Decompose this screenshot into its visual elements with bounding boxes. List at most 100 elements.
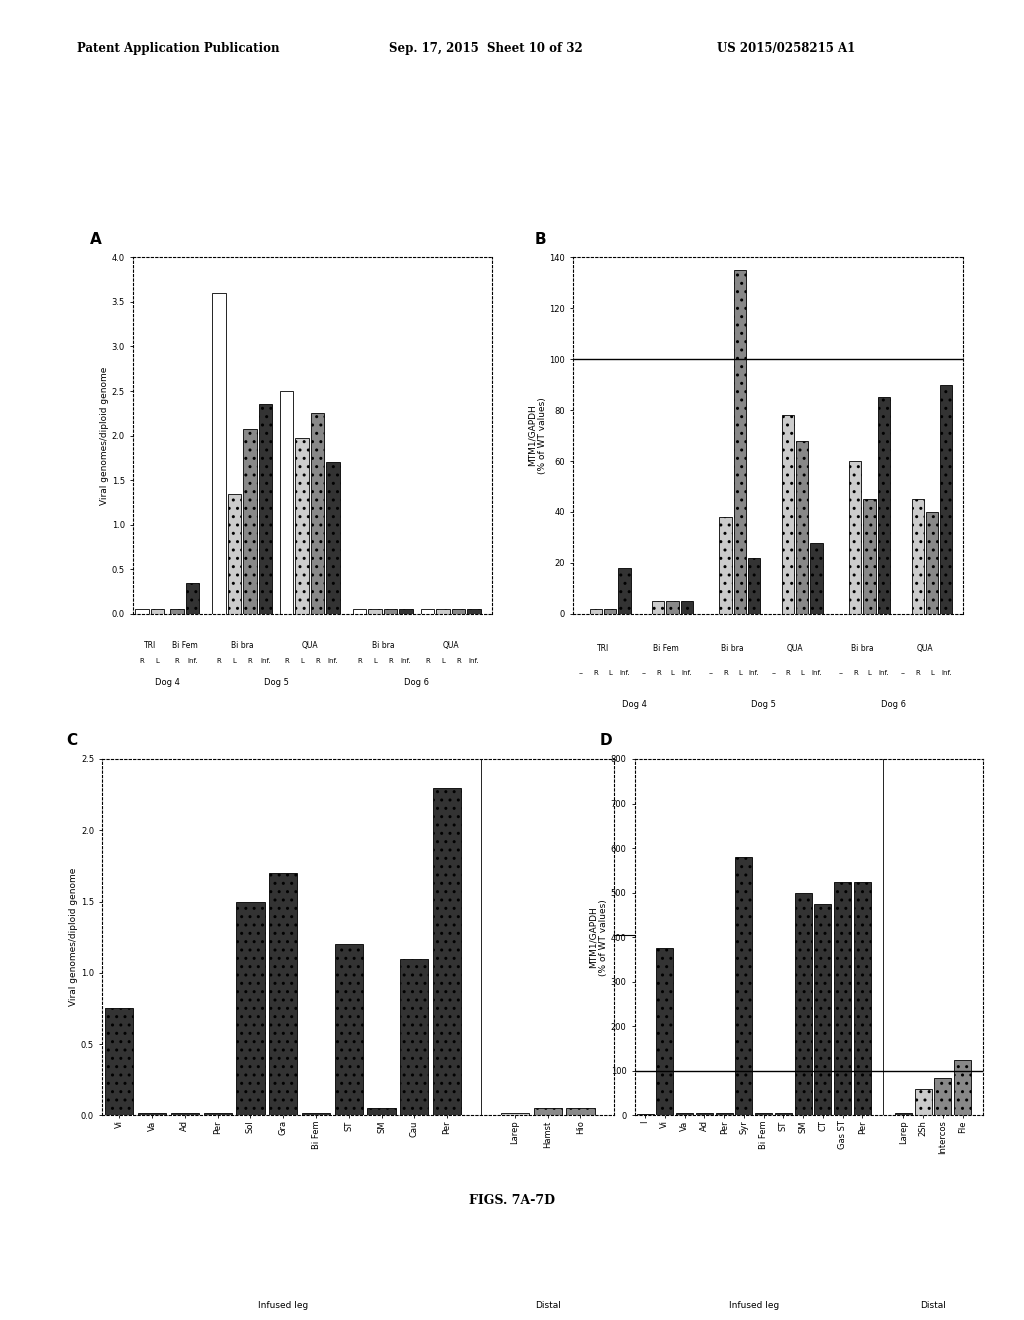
Bar [170, 610, 183, 614]
Bar [335, 944, 362, 1115]
Bar [237, 902, 264, 1115]
Text: Inf.: Inf. [187, 659, 198, 664]
Text: D: D [600, 734, 612, 748]
Y-axis label: MTM1/GAPDH
(% of WT values): MTM1/GAPDH (% of WT values) [589, 899, 608, 975]
Text: --: -- [709, 669, 714, 676]
Bar [433, 788, 461, 1115]
Text: L: L [441, 659, 444, 664]
Bar [854, 882, 871, 1115]
Bar [327, 462, 340, 614]
Bar [280, 391, 293, 614]
Text: Bi bra: Bi bra [851, 644, 873, 653]
Bar [656, 948, 674, 1115]
Text: B: B [535, 232, 546, 247]
Text: C: C [67, 734, 78, 748]
Bar [734, 271, 746, 614]
Text: QUA: QUA [916, 644, 933, 653]
Text: Infused leg: Infused leg [258, 1300, 308, 1309]
Text: Inf.: Inf. [400, 659, 412, 664]
Bar [720, 517, 732, 614]
Text: QUA: QUA [442, 640, 459, 649]
Text: L: L [738, 669, 741, 676]
Text: Dog 5: Dog 5 [263, 678, 289, 686]
Bar [934, 1077, 951, 1115]
Bar [227, 494, 241, 614]
Text: L: L [156, 659, 160, 664]
Bar [863, 499, 876, 614]
Bar [775, 1113, 792, 1115]
Text: R: R [248, 659, 252, 664]
Text: R: R [357, 659, 361, 664]
Text: --: -- [771, 669, 776, 676]
Bar [467, 610, 480, 614]
Bar [212, 293, 225, 614]
Text: L: L [671, 669, 675, 676]
Bar [954, 1060, 971, 1115]
Text: L: L [232, 659, 237, 664]
Text: Distal: Distal [920, 1300, 946, 1309]
Text: Inf.: Inf. [469, 659, 479, 664]
Text: R: R [425, 659, 430, 664]
Text: --: -- [641, 669, 646, 676]
Text: Bi bra: Bi bra [230, 640, 253, 649]
Text: L: L [867, 669, 871, 676]
Text: Inf.: Inf. [620, 669, 630, 676]
Text: Bi Fem: Bi Fem [652, 644, 678, 653]
Text: Distal: Distal [535, 1300, 561, 1309]
Bar [399, 610, 413, 614]
Text: R: R [456, 659, 461, 664]
Bar [368, 1109, 395, 1115]
Text: Dog 4: Dog 4 [622, 701, 647, 709]
Bar [667, 601, 679, 614]
Bar [796, 441, 809, 614]
Bar [810, 543, 822, 614]
Bar [204, 1113, 231, 1115]
Bar [716, 1113, 732, 1115]
Bar [135, 610, 148, 614]
Bar [814, 904, 831, 1115]
Bar [696, 1113, 713, 1115]
Text: R: R [594, 669, 598, 676]
Bar [637, 1114, 653, 1115]
Bar [835, 882, 851, 1115]
Text: Bi bra: Bi bra [372, 640, 394, 649]
Bar [618, 568, 631, 614]
Text: R: R [388, 659, 393, 664]
Bar [171, 1113, 199, 1115]
Text: R: R [174, 659, 179, 664]
Bar [353, 610, 367, 614]
Bar [400, 958, 428, 1115]
Text: R: R [785, 669, 791, 676]
Bar [676, 1113, 693, 1115]
Bar [501, 1113, 529, 1115]
Text: R: R [285, 659, 289, 664]
Text: R: R [656, 669, 660, 676]
Text: L: L [608, 669, 612, 676]
Bar [269, 873, 297, 1115]
Text: R: R [853, 669, 858, 676]
Text: Dog 6: Dog 6 [881, 701, 906, 709]
Text: R: R [915, 669, 921, 676]
Bar [735, 857, 753, 1115]
Bar [384, 610, 397, 614]
Text: FIGS. 7A-7D: FIGS. 7A-7D [469, 1193, 555, 1206]
Bar [302, 1113, 330, 1115]
Bar [849, 461, 861, 614]
Bar [452, 610, 465, 614]
Text: Inf.: Inf. [811, 669, 822, 676]
Bar [138, 1113, 166, 1115]
Text: A: A [90, 232, 101, 247]
Bar [748, 558, 761, 614]
Text: --: -- [839, 669, 844, 676]
Text: R: R [315, 659, 319, 664]
Bar [681, 601, 693, 614]
Text: --: -- [901, 669, 906, 676]
Text: L: L [801, 669, 804, 676]
Text: L: L [373, 659, 377, 664]
Bar [534, 1109, 562, 1115]
Bar [940, 384, 952, 614]
Text: Inf.: Inf. [682, 669, 692, 676]
Text: Dog 5: Dog 5 [752, 701, 776, 709]
Y-axis label: MTM1/GAPDH
(% of WT values): MTM1/GAPDH (% of WT values) [527, 397, 547, 474]
Y-axis label: Viral genomes/diploid genome: Viral genomes/diploid genome [99, 367, 109, 504]
